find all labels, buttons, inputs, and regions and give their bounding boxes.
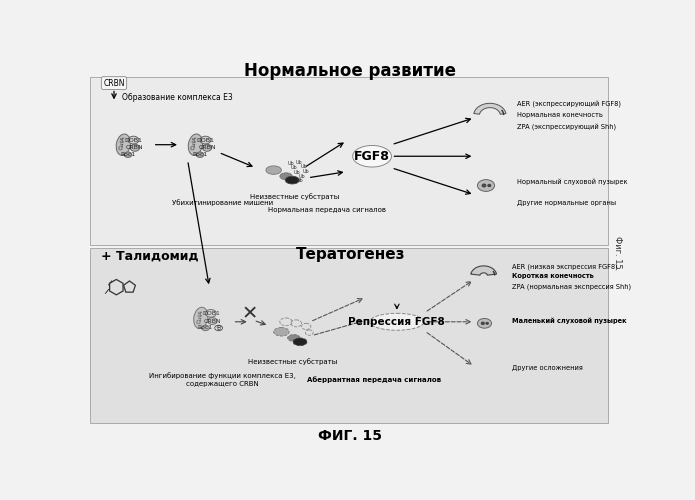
Ellipse shape: [130, 144, 140, 151]
Ellipse shape: [202, 326, 209, 330]
Ellipse shape: [274, 328, 289, 336]
Text: Roc1: Roc1: [198, 326, 213, 330]
Text: Ub: Ub: [295, 160, 302, 165]
Ellipse shape: [116, 134, 131, 156]
Text: Ub: Ub: [300, 164, 307, 169]
Text: DDB1: DDB1: [202, 311, 220, 316]
Text: Неизвестные субстраты: Неизвестные субстраты: [250, 193, 339, 200]
Ellipse shape: [293, 338, 307, 345]
Text: Нормальная конечность: Нормальная конечность: [517, 112, 603, 118]
Text: + Талидомид: + Талидомид: [101, 250, 199, 263]
Text: Нормальная передача сигналов: Нормальная передача сигналов: [268, 207, 386, 213]
Text: CRBN: CRBN: [126, 146, 144, 150]
Text: DDB1: DDB1: [197, 138, 214, 142]
Ellipse shape: [124, 152, 132, 158]
Text: Неизвестные субстраты: Неизвестные субстраты: [247, 358, 337, 366]
Text: Другие осложнения: Другие осложнения: [512, 365, 582, 371]
Text: Образование комплекса E3: Образование комплекса E3: [122, 93, 233, 102]
Text: CRBN: CRBN: [198, 146, 216, 150]
Ellipse shape: [200, 136, 211, 144]
Text: ✕: ✕: [241, 304, 258, 324]
Ellipse shape: [288, 334, 300, 342]
Text: Тератогенез: Тератогенез: [295, 246, 405, 262]
Text: Ингибирование функции комплекса E3,
содержащего CRBN: Ингибирование функции комплекса E3, соде…: [149, 372, 296, 387]
Ellipse shape: [128, 136, 139, 144]
Text: Roc1: Roc1: [120, 152, 136, 157]
Text: ZPA (экспрессирующий Shh): ZPA (экспрессирующий Shh): [517, 124, 616, 132]
Ellipse shape: [477, 180, 495, 192]
Text: Аберрантная передача сигналов: Аберрантная передача сигналов: [306, 376, 441, 383]
Text: Нормальный слуховой пузырек: Нормальный слуховой пузырек: [517, 178, 628, 185]
Text: DDB1: DDB1: [124, 138, 142, 142]
Text: Репрессия FGF8: Репрессия FGF8: [348, 317, 445, 327]
Text: Короткая конечность: Короткая конечность: [512, 272, 594, 278]
Text: CRBN: CRBN: [204, 318, 221, 324]
Ellipse shape: [266, 166, 281, 174]
Ellipse shape: [477, 318, 491, 328]
Ellipse shape: [488, 184, 491, 186]
Text: ⊕: ⊕: [215, 325, 222, 331]
Polygon shape: [471, 266, 496, 275]
Text: Ub: Ub: [291, 166, 297, 170]
Ellipse shape: [208, 318, 217, 324]
Text: Убихитинирование мишени: Убихитинирование мишени: [172, 199, 273, 206]
Text: Ub: Ub: [298, 174, 305, 179]
Ellipse shape: [486, 322, 489, 324]
Ellipse shape: [482, 322, 484, 324]
FancyBboxPatch shape: [90, 77, 607, 245]
Ellipse shape: [196, 152, 204, 158]
Text: AER (экспрессирующий FGF8): AER (экспрессирующий FGF8): [517, 101, 621, 108]
Ellipse shape: [188, 134, 202, 156]
Text: Roc1: Roc1: [193, 152, 208, 157]
Text: FGF8: FGF8: [354, 150, 390, 163]
Text: ФИГ. 15: ФИГ. 15: [318, 429, 382, 443]
Text: ZPA (нормальная экспрессия Shh): ZPA (нормальная экспрессия Shh): [512, 284, 630, 290]
Ellipse shape: [280, 173, 293, 180]
Ellipse shape: [482, 184, 486, 187]
Text: AER (низкая экспрессия FGF8): AER (низкая экспрессия FGF8): [512, 263, 617, 270]
Text: Фиг. 15: Фиг. 15: [613, 236, 622, 269]
Ellipse shape: [215, 326, 222, 330]
Ellipse shape: [285, 176, 300, 184]
Text: Ub: Ub: [293, 170, 300, 175]
Text: Ub: Ub: [297, 178, 303, 184]
Text: Ub: Ub: [303, 169, 309, 174]
Polygon shape: [474, 104, 506, 114]
FancyBboxPatch shape: [90, 248, 607, 424]
Ellipse shape: [202, 144, 212, 151]
Text: Другие нормальные органы: Другие нормальные органы: [517, 200, 616, 205]
Ellipse shape: [370, 314, 424, 330]
Text: CulA: CulA: [119, 136, 126, 150]
Text: Маленький слуховой пузырек: Маленький слуховой пузырек: [512, 317, 626, 324]
Ellipse shape: [194, 308, 208, 328]
Ellipse shape: [352, 146, 391, 167]
Text: Нормальное развитие: Нормальное развитие: [245, 62, 457, 80]
Text: CRBN: CRBN: [104, 78, 124, 88]
Text: CulA: CulA: [196, 309, 204, 324]
Ellipse shape: [206, 310, 216, 317]
Text: Ub: Ub: [288, 160, 294, 166]
Text: CulA: CulA: [191, 136, 198, 150]
